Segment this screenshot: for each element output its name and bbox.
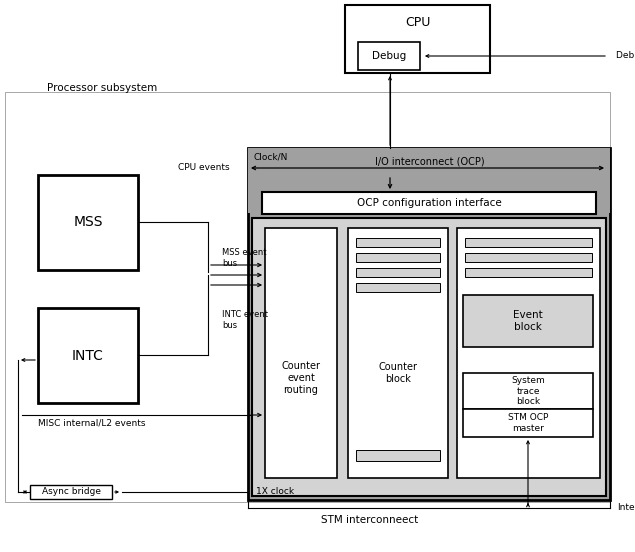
Bar (356, 238, 440, 247)
Bar (457, 228, 600, 478)
Bar (248, 148, 610, 500)
Text: Debug: Debug (372, 51, 406, 61)
Text: Clock/N: Clock/N (253, 152, 288, 162)
Text: INTC event
bus: INTC event bus (222, 310, 268, 330)
Bar (463, 373, 593, 409)
Text: 1X clock: 1X clock (256, 487, 294, 496)
Bar (38, 175, 138, 270)
Text: Processor subsystem: Processor subsystem (47, 83, 157, 93)
Text: CPU: CPU (405, 17, 430, 29)
Bar (465, 268, 592, 277)
Text: OCP configuration interface: OCP configuration interface (357, 198, 502, 208)
Bar (358, 42, 420, 70)
Bar (356, 253, 440, 262)
Text: INTC: INTC (72, 348, 104, 363)
Text: System
trace
block: System trace block (511, 376, 545, 406)
Text: MISC internal/L2 events: MISC internal/L2 events (38, 418, 145, 427)
Text: Interrupts: Interrupts (617, 503, 635, 512)
Bar (30, 485, 112, 499)
Bar (345, 5, 490, 73)
Text: CPU events: CPU events (178, 162, 230, 172)
Text: STM OCP
master: STM OCP master (508, 413, 548, 433)
Text: Debug events: Debug events (616, 51, 635, 61)
Bar (5, 92, 610, 502)
Text: MSS event
bus: MSS event bus (222, 248, 267, 268)
Bar (356, 450, 440, 461)
Bar (356, 283, 440, 292)
Text: MSS: MSS (73, 215, 103, 230)
Bar (463, 409, 593, 437)
Text: Counter
event
routing: Counter event routing (281, 362, 321, 395)
Text: Async bridge: Async bridge (41, 487, 100, 496)
Bar (463, 295, 593, 347)
Text: STM interconneect: STM interconneect (321, 515, 418, 525)
Bar (262, 192, 596, 214)
Bar (465, 238, 592, 247)
Text: Event
block: Event block (513, 310, 543, 332)
Bar (356, 268, 440, 277)
Bar (265, 228, 337, 478)
Bar (248, 148, 610, 213)
Bar (465, 253, 592, 262)
Text: I/O interconnect (OCP): I/O interconnect (OCP) (375, 157, 485, 167)
Text: Counter
block: Counter block (378, 362, 417, 384)
Bar (252, 218, 606, 496)
Bar (348, 228, 448, 478)
Bar (38, 308, 138, 403)
